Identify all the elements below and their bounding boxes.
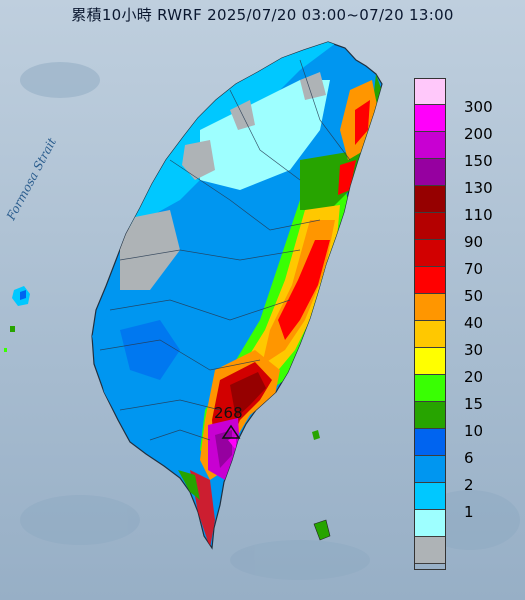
legend-swatch <box>414 132 446 159</box>
legend-swatch <box>414 78 446 105</box>
taiwan-island <box>91 41 383 550</box>
legend-label: 20 <box>464 368 484 386</box>
legend-label: 90 <box>464 233 484 251</box>
legend-swatch <box>414 267 446 294</box>
legend-label: 30 <box>464 341 484 359</box>
color-legend: 300 200 150 130 110 90 70 50 40 30 20 15 10 6 2 1 <box>414 78 512 570</box>
legend-swatch <box>414 240 446 267</box>
legend-label: 130 <box>464 179 493 197</box>
legend-label: 300 <box>464 98 493 116</box>
legend-swatch <box>414 348 446 375</box>
legend-swatch <box>414 186 446 213</box>
legend-label: 10 <box>464 422 484 440</box>
legend-label: 6 <box>464 449 474 467</box>
legend-frame <box>414 78 446 570</box>
legend-swatch <box>414 294 446 321</box>
legend-swatch <box>414 321 446 348</box>
legend-label: 1 <box>464 503 474 521</box>
legend-label: 150 <box>464 152 493 170</box>
offshore-islands-east <box>312 430 331 541</box>
map-title: 累積10小時 RWRF 2025/07/20 03:00~07/20 13:00 <box>71 6 454 24</box>
max-rainfall-value: 268 <box>214 404 243 422</box>
max-rainfall-marker <box>221 424 241 439</box>
legend-swatch <box>414 213 446 240</box>
legend-label: 15 <box>464 395 484 413</box>
legend-label: 2 <box>464 476 474 494</box>
legend-label: 70 <box>464 260 484 278</box>
legend-swatch <box>414 159 446 186</box>
legend-label: 50 <box>464 287 484 305</box>
legend-label: 200 <box>464 125 493 143</box>
penghu-islands <box>4 286 30 352</box>
legend-swatch <box>414 429 446 456</box>
legend-swatch <box>414 537 446 564</box>
legend-label: 40 <box>464 314 484 332</box>
legend-swatch <box>414 456 446 483</box>
legend-swatch <box>414 402 446 429</box>
legend-swatch <box>414 375 446 402</box>
legend-swatch <box>414 105 446 132</box>
legend-swatch <box>414 483 446 510</box>
legend-swatch <box>414 510 446 537</box>
legend-label: 110 <box>464 206 493 224</box>
